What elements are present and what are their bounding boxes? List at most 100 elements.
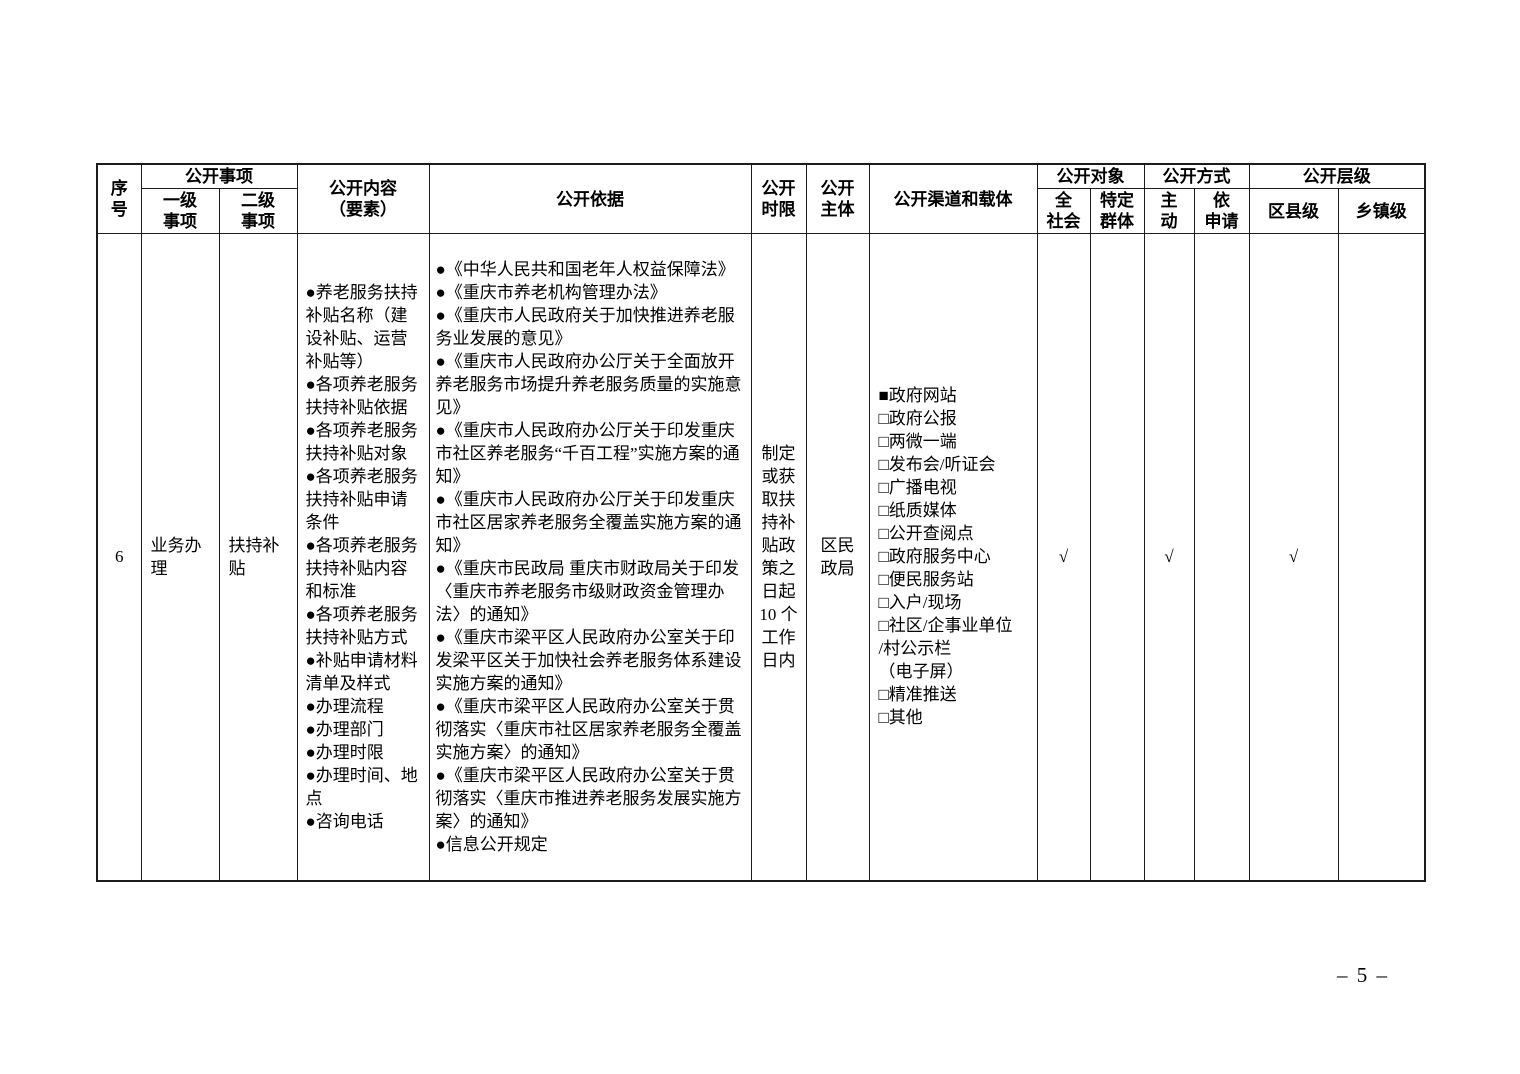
list-item: ●各项养老服务扶持补贴对象	[305, 420, 418, 463]
header-serial: 序 号	[96, 163, 142, 234]
list-item: ●《重庆市梁平区人民政府办公室关于贯彻落实〈重庆市推进养老服务发展实施方案〉的通…	[435, 765, 742, 831]
header-target-group: 公开对象	[1036, 163, 1145, 189]
table-row: 6 业务办理 扶持补贴 ●养老服务扶持补贴名称（建设补贴、运营补贴等） ●各项养…	[96, 233, 1426, 881]
cell-serial-number: 6	[96, 233, 142, 881]
bullet-icon: ●	[435, 259, 446, 279]
list-item: ●补贴申请材料清单及样式	[305, 650, 418, 693]
list-item: ●咨询电话	[305, 811, 384, 831]
cell-disclosure-content: ●养老服务扶持补贴名称（建设补贴、运营补贴等） ●各项养老服务扶持补贴依据 ●各…	[296, 233, 430, 881]
bullet-icon: ●	[435, 765, 446, 785]
header-level: 公开层级	[1248, 163, 1426, 189]
header-on-request: 依 申请	[1193, 188, 1250, 234]
bullet-icon: ●	[305, 650, 316, 670]
header-time-limit: 公开 时限	[750, 163, 807, 234]
list-item: ●各项养老服务扶持补贴方式	[305, 604, 418, 647]
checkbox-icon: □	[878, 708, 889, 728]
bullet-icon: ●	[435, 696, 446, 716]
list-item: ●各项养老服务扶持补贴申请条件	[305, 466, 418, 532]
list-item: ●《重庆市民政局 重庆市财政局关于印发〈重庆市养老服务市级财政资金管理办法〉的通…	[435, 558, 740, 624]
channel-item: □其他	[878, 708, 923, 728]
cell-check-township	[1337, 233, 1426, 881]
checkbox-icon: □	[878, 432, 889, 452]
channel-item: □社区/企事业单位 /村公示栏 （电子屏）	[878, 616, 1013, 682]
bullet-icon: ●	[305, 282, 316, 302]
header-first-level: 一级 事项	[140, 188, 220, 234]
bullet-icon: ●	[435, 351, 446, 371]
checkbox-icon: □	[878, 501, 889, 521]
checkbox-icon: □	[878, 593, 889, 613]
list-item: ●信息公开规定	[435, 834, 548, 854]
bullet-icon: ●	[305, 742, 316, 762]
bullet-icon: ●	[305, 535, 316, 555]
cell-check-on-request	[1193, 233, 1250, 881]
header-proactive: 主 动	[1143, 188, 1195, 234]
bullet-icon: ●	[435, 834, 446, 854]
channel-item: □精准推送	[878, 685, 957, 705]
header-township: 乡镇级	[1337, 188, 1426, 234]
bullet-icon: ●	[305, 719, 316, 739]
bullet-icon: ●	[305, 466, 316, 486]
checkbox-icon: □	[878, 524, 889, 544]
bullet-icon: ●	[305, 604, 316, 624]
channel-item: □政府服务中心	[878, 547, 991, 567]
cell-check-specific-group	[1089, 233, 1145, 881]
cell-disclosure-subject: 区民 政局	[805, 233, 870, 881]
cell-check-whole-society: √	[1036, 233, 1091, 881]
header-method: 公开方式	[1143, 163, 1250, 189]
header-district-county: 区县级	[1248, 188, 1339, 234]
list-item: ●办理时间、地点	[305, 765, 418, 808]
header-disclosure-matter: 公开事项	[140, 163, 298, 189]
bullet-icon: ●	[435, 627, 446, 647]
page-number: – 5 –	[1337, 963, 1389, 987]
list-item: ●养老服务扶持补贴名称（建设补贴、运营补贴等）	[305, 282, 418, 371]
checkbox-icon: ■	[878, 386, 889, 406]
header-content: 公开内容 （要素）	[296, 163, 430, 234]
list-item: ●《重庆市人民政府办公厅关于印发重庆市社区养老服务“千百工程”实施方案的通知》	[435, 420, 740, 486]
channel-item: □发布会/听证会	[878, 455, 996, 475]
bullet-icon: ●	[435, 420, 446, 440]
channel-item: □入户/现场	[878, 593, 962, 613]
header-basis: 公开依据	[428, 163, 752, 234]
list-item: ●《重庆市养老机构管理办法》	[435, 282, 667, 302]
channel-item: □公开查阅点	[878, 524, 974, 544]
list-item: ●各项养老服务扶持补贴内容和标准	[305, 535, 418, 601]
bullet-icon: ●	[435, 489, 446, 509]
bullet-icon: ●	[305, 374, 316, 394]
checkbox-icon: □	[878, 455, 889, 475]
content-item-list: ●养老服务扶持补贴名称（建设补贴、运营补贴等） ●各项养老服务扶持补贴依据 ●各…	[306, 281, 420, 833]
list-item: ●《重庆市人民政府关于加快推进养老服务业发展的意见》	[435, 305, 735, 348]
cell-first-level-matter: 业务办理	[140, 233, 220, 881]
channel-item: □广播电视	[878, 478, 957, 498]
checkbox-icon: □	[878, 685, 889, 705]
bullet-icon: ●	[305, 765, 316, 785]
header-whole-society: 全 社会	[1036, 188, 1091, 234]
bullet-icon: ●	[435, 282, 446, 302]
channel-item-list: ■政府网站 □政府公报 □两微一端 □发布会/听证会 □广播电视 □纸质媒体 □…	[879, 384, 1033, 729]
channel-item: □便民服务站	[878, 570, 974, 590]
checkbox-icon: □	[878, 616, 889, 636]
channel-item: □纸质媒体	[878, 501, 957, 521]
disclosure-table: 序 号 公开事项 公开内容 （要素） 公开依据 公开 时限 公开 主体 公开渠道…	[96, 163, 1426, 882]
basis-item-list: ●《中华人民共和国老年人权益保障法》 ●《重庆市养老机构管理办法》 ●《重庆市人…	[436, 258, 746, 856]
cell-disclosure-basis: ●《中华人民共和国老年人权益保障法》 ●《重庆市养老机构管理办法》 ●《重庆市人…	[428, 233, 752, 881]
list-item: ●《重庆市梁平区人民政府办公室关于印发梁平区关于加快社会养老服务体系建设实施方案…	[435, 627, 742, 693]
list-item: ●办理时限	[305, 742, 384, 762]
list-item: ●《中华人民共和国老年人权益保障法》	[435, 259, 735, 279]
bullet-icon: ●	[435, 305, 446, 325]
list-item: ●办理部门	[305, 719, 384, 739]
list-item: ●《重庆市人民政府办公厅关于印发重庆市社区居家养老服务全覆盖实施方案的通知》	[435, 489, 742, 555]
cell-time-limit: 制定 或获 取扶 持补 贴政 策之 日起 10 个 工作 日内	[750, 233, 807, 881]
bullet-icon: ●	[305, 811, 316, 831]
checkbox-icon: □	[878, 570, 889, 590]
bullet-icon: ●	[435, 558, 446, 578]
checkbox-icon: □	[878, 478, 889, 498]
checkbox-icon: □	[878, 409, 889, 429]
bullet-icon: ●	[305, 420, 316, 440]
list-item: ●办理流程	[305, 696, 384, 716]
list-item: ●《重庆市人民政府办公厅关于全面放开养老服务市场提升养老服务质量的实施意见》	[435, 351, 742, 417]
header-specific-group: 特定 群体	[1089, 188, 1145, 234]
cell-check-district-county: √	[1248, 233, 1339, 881]
channel-item: ■政府网站	[878, 386, 957, 406]
header-subject: 公开 主体	[805, 163, 870, 234]
